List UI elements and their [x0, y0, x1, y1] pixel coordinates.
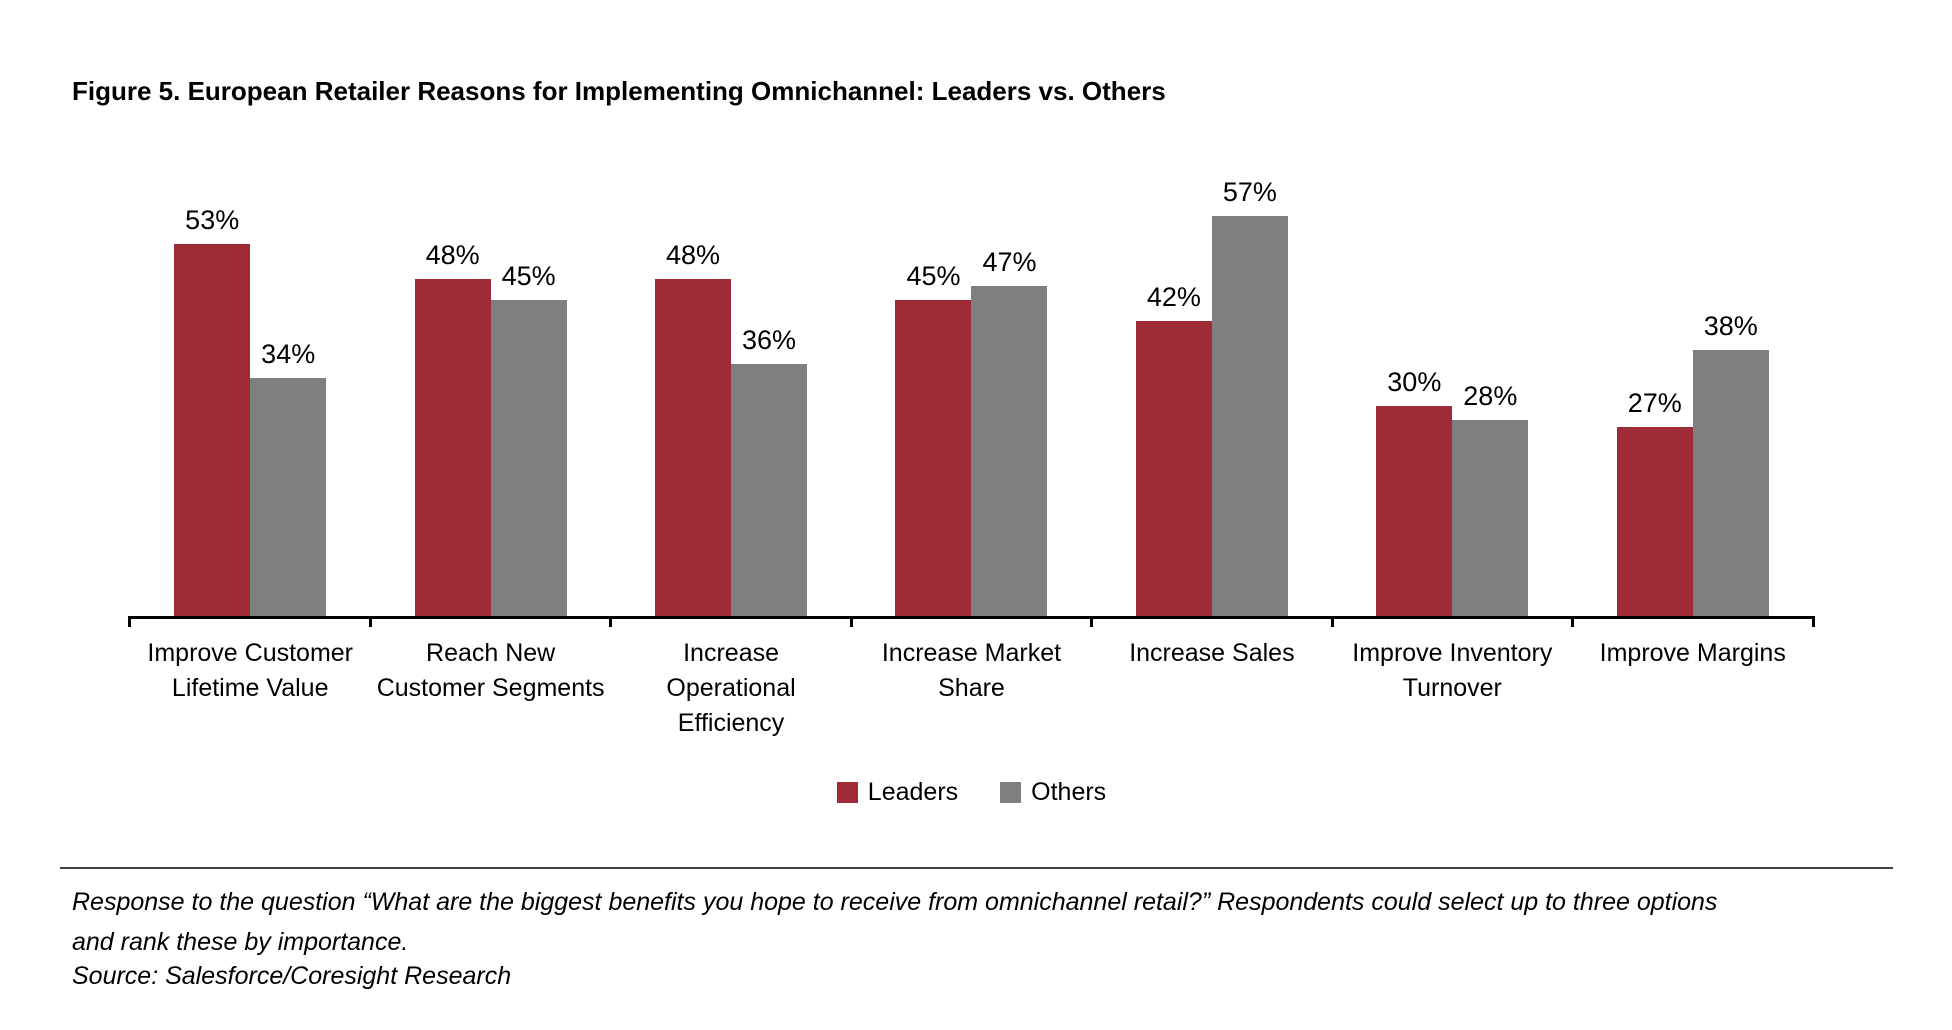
- bar-value-label: 57%: [1222, 177, 1277, 207]
- axis-tick: [1330, 616, 1334, 627]
- bar-leaders: [655, 279, 732, 618]
- bar-others: [1452, 420, 1529, 618]
- bar-with-label: 42%: [1135, 282, 1212, 618]
- bar-value-label: 34%: [261, 339, 316, 369]
- legend-swatch-icon: [1000, 782, 1022, 803]
- bar-value-label: 45%: [501, 261, 556, 291]
- bar-value-label: 42%: [1146, 282, 1201, 312]
- footer-divider: [60, 867, 1893, 869]
- legend-label: Others: [1031, 778, 1107, 806]
- bar-leaders: [414, 279, 491, 618]
- bar-group: 27% 38%: [1573, 170, 1813, 618]
- bar-with-label: 38%: [1692, 311, 1769, 618]
- category-label: Reach New Customer Segments: [376, 639, 605, 702]
- legend-item-others: Others: [1000, 778, 1106, 807]
- bar-value-label: 53%: [185, 205, 240, 235]
- axis-tick: [849, 616, 853, 627]
- bar-leaders: [895, 300, 972, 618]
- bar-value-label: 38%: [1703, 311, 1758, 341]
- bar-leaders: [174, 244, 251, 618]
- bar-with-label: 36%: [731, 325, 808, 618]
- legend-swatch-icon: [836, 782, 858, 803]
- bar-value-label: 47%: [982, 247, 1037, 277]
- bar-with-label: 45%: [490, 261, 567, 618]
- axis-tick: [609, 616, 613, 627]
- legend-label: Leaders: [867, 778, 959, 806]
- bar-with-label: 48%: [414, 240, 491, 618]
- bar-with-label: 57%: [1211, 177, 1288, 618]
- bar-with-label: 53%: [174, 205, 251, 618]
- x-axis-line: [128, 616, 1815, 619]
- legend-item-leaders: Leaders: [836, 778, 959, 807]
- bar-leaders: [1616, 427, 1693, 618]
- bar-value-label: 45%: [906, 261, 961, 291]
- bar-leaders: [1376, 406, 1453, 618]
- category-label: Increase Market Share: [881, 639, 1062, 702]
- category-label: Increase Operational Efficiency: [666, 639, 796, 737]
- bar-value-label: 28%: [1463, 381, 1518, 411]
- bar-with-label: 34%: [250, 339, 327, 618]
- footnote-line: and rank these by importance.: [72, 928, 409, 956]
- bar-others: [971, 286, 1048, 618]
- bar-group: 45% 47%: [851, 170, 1091, 618]
- bar-leaders: [1135, 321, 1212, 618]
- category-label-row: Improve Customer Lifetime Value Reach New…: [130, 636, 1813, 741]
- x-axis-ticks: [128, 616, 1815, 627]
- category-label: Improve Customer Lifetime Value: [147, 639, 354, 702]
- bar-with-label: 45%: [895, 261, 972, 618]
- category-label: Increase Sales: [1129, 639, 1295, 667]
- bar-value-label: 27%: [1627, 388, 1682, 418]
- bar-value-label: 30%: [1387, 367, 1442, 397]
- footnote-text: Response to the question “What are the b…: [72, 882, 1892, 962]
- bar-group: 53% 34%: [130, 170, 370, 618]
- bar-group: 48% 45%: [370, 170, 610, 618]
- bar-others: [1692, 350, 1769, 618]
- bar-value-label: 36%: [742, 325, 797, 355]
- plot-area: 53% 34% 48% 45% 48% 36% 45% 47% 42% 57% 30% 28% 27% 3…: [130, 170, 1813, 618]
- category-label: Improve Inventory Turnover: [1352, 639, 1553, 702]
- bar-group: 48% 36%: [611, 170, 851, 618]
- bar-value-label: 48%: [666, 240, 721, 270]
- bar-with-label: 47%: [971, 247, 1048, 618]
- bar-group: 30% 28%: [1332, 170, 1572, 618]
- axis-tick: [128, 616, 131, 627]
- bar-value-label: 48%: [425, 240, 480, 270]
- source-text: Source: Salesforce/Coresight Research: [72, 962, 512, 990]
- axis-tick: [1090, 616, 1094, 627]
- bar-with-label: 27%: [1616, 388, 1693, 618]
- chart-title: Figure 5. European Retailer Reasons for …: [72, 76, 1166, 106]
- category-label: Improve Margins: [1599, 639, 1786, 667]
- legend: Leaders Others: [130, 778, 1813, 807]
- axis-tick: [1811, 616, 1815, 627]
- bar-others: [250, 378, 327, 618]
- bar-with-label: 30%: [1376, 367, 1453, 618]
- bar-others: [731, 364, 808, 618]
- bar-with-label: 48%: [655, 240, 732, 618]
- bar-with-label: 28%: [1452, 381, 1529, 618]
- axis-tick: [1571, 616, 1575, 627]
- axis-tick: [368, 616, 372, 627]
- bar-others: [1211, 216, 1288, 618]
- bar-group: 42% 57%: [1092, 170, 1332, 618]
- footnote-line: Response to the question “What are the b…: [72, 888, 1718, 916]
- bar-others: [490, 300, 567, 618]
